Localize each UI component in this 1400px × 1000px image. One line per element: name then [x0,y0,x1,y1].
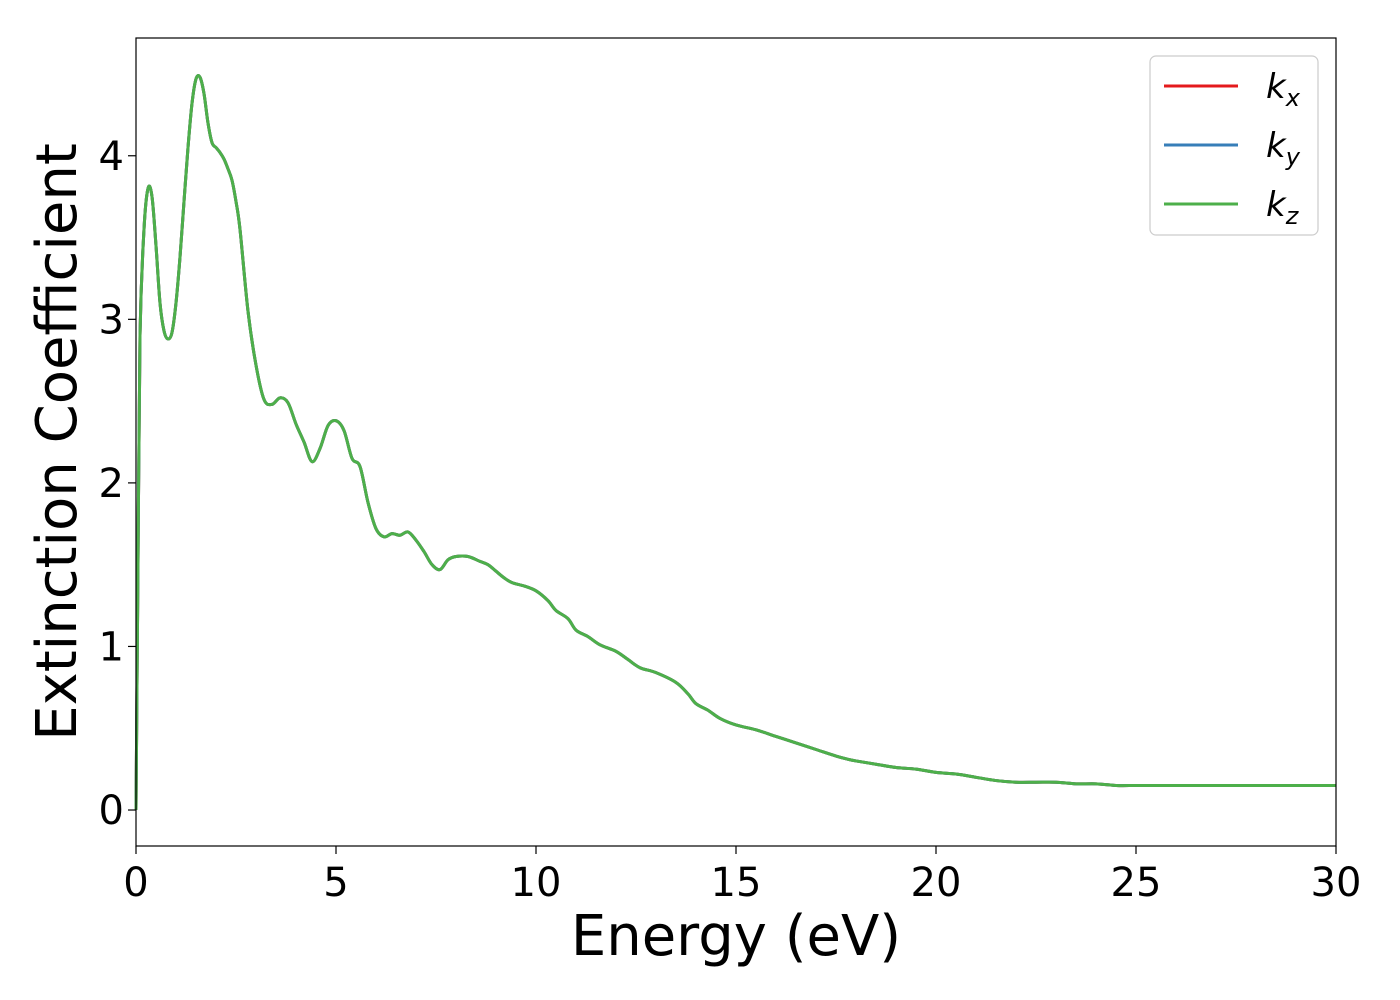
legend-label-kx: kx [1266,67,1301,112]
series-layer [134,74,1336,811]
y-tick-label-2: 2 [99,461,124,507]
series-line-kz [134,74,1336,811]
legend-label-kz: kz [1266,185,1300,230]
legend-label-ky: ky [1266,126,1301,171]
y-axis-ticks: 0 1 2 3 4 [99,134,136,834]
x-tick-label-30: 30 [1311,860,1362,906]
y-tick-label-4: 4 [99,134,124,180]
x-tick-label-10: 10 [511,860,562,906]
y-tick-label-0: 0 [99,788,124,834]
x-tick-label-20: 20 [911,860,962,906]
y-tick-label-1: 1 [99,624,124,670]
y-axis-label: Extinction Coefficient [25,143,90,741]
x-tick-label-25: 25 [1111,860,1162,906]
x-axis-ticks: 0 5 10 15 20 25 30 [123,846,1361,906]
legend: kx ky kz [1149,55,1319,236]
plot-background [136,38,1336,846]
y-tick-label-3: 3 [99,297,124,343]
x-tick-label-5: 5 [323,860,348,906]
x-axis-label: Energy (eV) [571,904,901,969]
x-tick-label-15: 15 [711,860,762,906]
x-tick-label-0: 0 [123,860,148,906]
